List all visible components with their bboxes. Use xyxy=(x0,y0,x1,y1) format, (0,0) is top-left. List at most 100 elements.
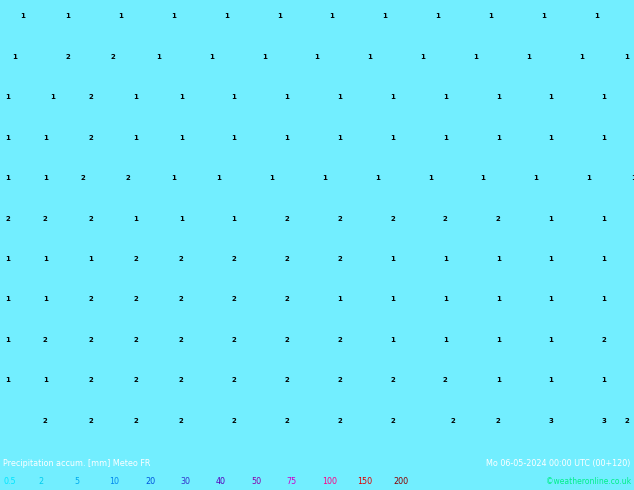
Text: 2: 2 xyxy=(134,296,138,302)
Text: 1: 1 xyxy=(631,175,634,181)
Text: 2: 2 xyxy=(179,418,183,424)
Text: 1: 1 xyxy=(548,296,553,302)
Text: 1: 1 xyxy=(269,175,274,181)
Text: 1: 1 xyxy=(171,175,176,181)
Text: 1: 1 xyxy=(496,296,501,302)
Text: 2: 2 xyxy=(88,296,93,302)
Text: 1: 1 xyxy=(496,377,501,383)
Text: 1: 1 xyxy=(179,135,184,141)
Text: 1: 1 xyxy=(420,54,425,60)
Text: 2: 2 xyxy=(443,216,448,221)
Text: 1: 1 xyxy=(541,13,546,19)
Text: 1: 1 xyxy=(133,216,138,221)
Text: 30: 30 xyxy=(181,477,190,486)
Text: 1: 1 xyxy=(443,337,448,343)
Text: 2: 2 xyxy=(285,418,289,424)
Text: 0.5: 0.5 xyxy=(3,477,16,486)
Text: 1: 1 xyxy=(231,94,236,100)
Text: 5: 5 xyxy=(74,477,79,486)
Text: 10: 10 xyxy=(110,477,120,486)
Text: 2: 2 xyxy=(390,377,395,383)
Text: 1: 1 xyxy=(579,54,584,60)
Text: 1: 1 xyxy=(224,13,229,19)
Text: 1: 1 xyxy=(436,13,440,19)
Text: 1: 1 xyxy=(337,296,342,302)
Text: 1: 1 xyxy=(43,256,48,262)
Text: 1: 1 xyxy=(5,94,10,100)
Text: 2: 2 xyxy=(451,418,455,424)
Text: 1: 1 xyxy=(337,135,342,141)
Text: 2: 2 xyxy=(134,256,138,262)
Text: 1: 1 xyxy=(428,175,432,181)
Text: 1: 1 xyxy=(548,256,553,262)
Text: 1: 1 xyxy=(65,13,70,19)
Text: 50: 50 xyxy=(251,477,261,486)
Text: 2: 2 xyxy=(179,337,183,343)
Text: 1: 1 xyxy=(548,135,553,141)
Text: 1: 1 xyxy=(548,216,553,221)
Text: 2: 2 xyxy=(624,418,629,424)
Text: 1: 1 xyxy=(390,296,395,302)
Text: 1: 1 xyxy=(216,175,221,181)
Text: 2: 2 xyxy=(179,377,183,383)
Text: Precipitation accum. [mm] Meteo FR: Precipitation accum. [mm] Meteo FR xyxy=(3,459,150,468)
Text: 2: 2 xyxy=(43,337,48,343)
Text: 1: 1 xyxy=(179,94,184,100)
Text: 2: 2 xyxy=(65,54,70,60)
Text: 1: 1 xyxy=(548,337,553,343)
Text: 2: 2 xyxy=(231,296,236,302)
Text: 1: 1 xyxy=(330,13,335,19)
Text: 2: 2 xyxy=(81,175,86,181)
Text: 1: 1 xyxy=(390,337,395,343)
Text: 2: 2 xyxy=(337,377,342,383)
Text: 20: 20 xyxy=(145,477,155,486)
Text: 1: 1 xyxy=(390,135,395,141)
Text: 2: 2 xyxy=(88,337,93,343)
Text: 2: 2 xyxy=(126,175,131,181)
Text: 1: 1 xyxy=(624,54,629,60)
Text: 1: 1 xyxy=(5,377,10,383)
Text: 1: 1 xyxy=(314,54,320,60)
Text: 1: 1 xyxy=(285,94,289,100)
Text: 1: 1 xyxy=(5,296,10,302)
Text: 1: 1 xyxy=(602,256,606,262)
Text: 1: 1 xyxy=(602,216,606,221)
Text: 75: 75 xyxy=(287,477,297,486)
Text: 1: 1 xyxy=(5,135,10,141)
Text: 2: 2 xyxy=(337,337,342,343)
Text: 2: 2 xyxy=(231,256,236,262)
Text: 1: 1 xyxy=(602,296,606,302)
Text: 1: 1 xyxy=(496,256,501,262)
Text: 2: 2 xyxy=(337,216,342,221)
Text: 1: 1 xyxy=(119,13,123,19)
Text: 2: 2 xyxy=(231,377,236,383)
Text: 2: 2 xyxy=(88,216,93,221)
Text: 2: 2 xyxy=(285,216,289,221)
Text: 150: 150 xyxy=(358,477,373,486)
Text: 2: 2 xyxy=(179,256,183,262)
Text: 1: 1 xyxy=(5,337,10,343)
Text: 1: 1 xyxy=(156,54,161,60)
Text: 1: 1 xyxy=(496,337,501,343)
Text: 1: 1 xyxy=(231,135,236,141)
Text: 1: 1 xyxy=(594,13,598,19)
Text: 2: 2 xyxy=(496,216,500,221)
Text: 1: 1 xyxy=(5,256,10,262)
Text: 3: 3 xyxy=(602,418,606,424)
Text: 1: 1 xyxy=(133,135,138,141)
Text: 2: 2 xyxy=(231,337,236,343)
Text: 1: 1 xyxy=(262,54,267,60)
Text: 1: 1 xyxy=(88,256,93,262)
Text: 2: 2 xyxy=(43,418,48,424)
Text: 200: 200 xyxy=(393,477,408,486)
Text: 1: 1 xyxy=(533,175,538,181)
Text: 1: 1 xyxy=(367,54,372,60)
Text: 1: 1 xyxy=(50,94,55,100)
Text: 1: 1 xyxy=(43,175,48,181)
Text: 2: 2 xyxy=(337,256,342,262)
Text: 1: 1 xyxy=(488,13,493,19)
Text: 1: 1 xyxy=(277,13,281,19)
Text: 1: 1 xyxy=(43,296,48,302)
Text: 1: 1 xyxy=(209,54,214,60)
Text: 1: 1 xyxy=(473,54,478,60)
